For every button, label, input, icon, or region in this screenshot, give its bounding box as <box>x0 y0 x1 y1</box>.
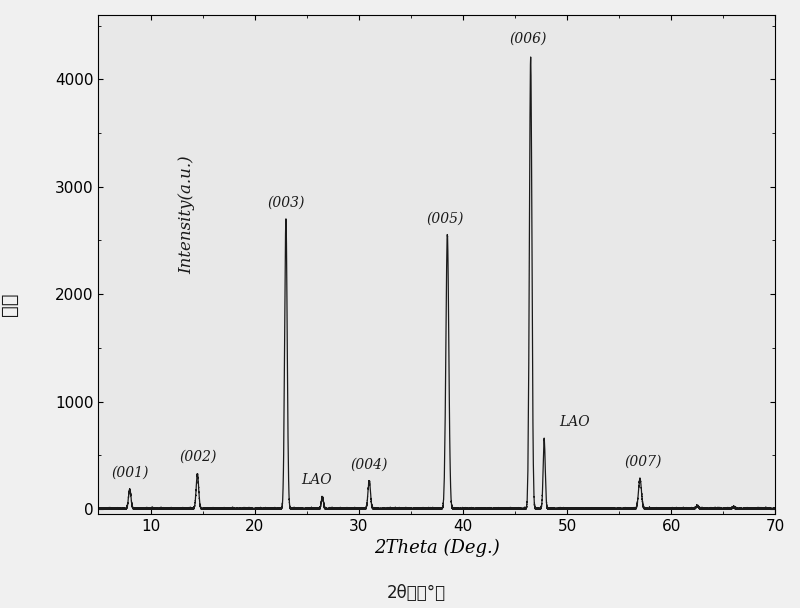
X-axis label: 2Theta (Deg.): 2Theta (Deg.) <box>374 538 500 556</box>
Text: (001): (001) <box>111 466 148 480</box>
Text: (006): (006) <box>510 32 547 46</box>
Text: (007): (007) <box>624 455 662 469</box>
Text: (004): (004) <box>350 457 388 471</box>
Text: (003): (003) <box>267 195 305 209</box>
Text: (002): (002) <box>180 450 217 464</box>
Text: LAO: LAO <box>302 474 332 488</box>
Text: Intensity(a.u.): Intensity(a.u.) <box>178 156 195 274</box>
Text: (005): (005) <box>426 212 464 226</box>
Text: 强度: 强度 <box>0 292 19 316</box>
Text: 2θ／（°）: 2θ／（°） <box>386 584 446 602</box>
Text: LAO: LAO <box>558 415 590 429</box>
